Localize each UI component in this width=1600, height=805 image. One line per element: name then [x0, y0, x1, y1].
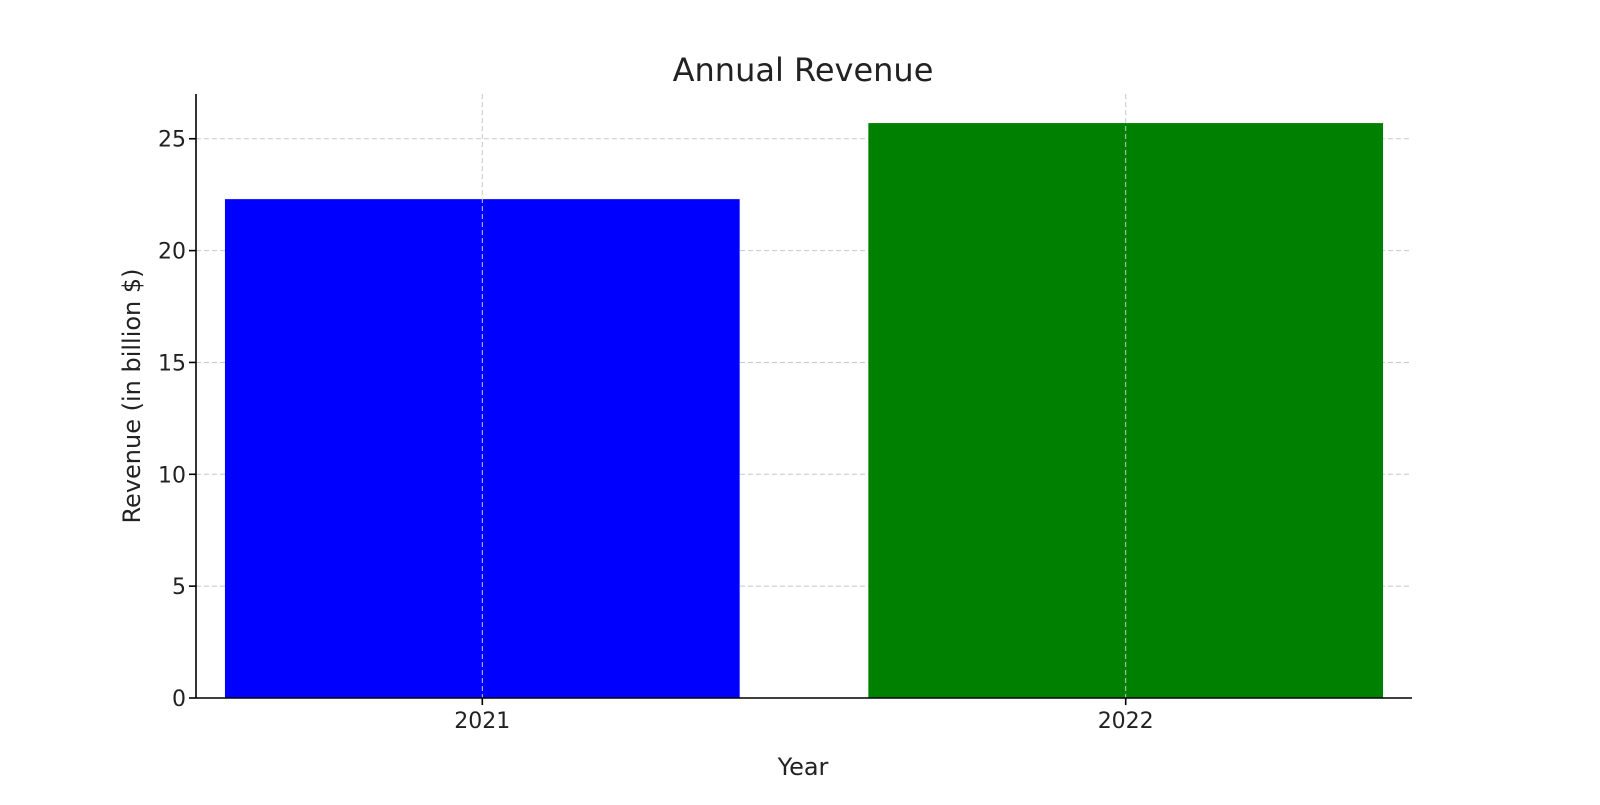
x-tick-label-2022: 2022 — [1098, 709, 1154, 734]
y-axis-label: Revenue (in billion $) — [118, 268, 146, 523]
y-tick-label-3: 15 — [158, 351, 186, 376]
axes-layer — [195, 94, 1412, 699]
x-axis-label: Year — [777, 753, 829, 781]
ticks-layer: 0 5 10 15 20 25 2021 2022 — [158, 128, 1154, 734]
chart-title: Annual Revenue — [673, 51, 934, 89]
y-tick-label-5: 25 — [158, 128, 186, 153]
y-tick-label-1: 5 — [172, 575, 186, 600]
x-tick-label-2021: 2021 — [454, 709, 510, 734]
y-tick-label-4: 20 — [158, 240, 186, 265]
y-tick-label-2: 10 — [158, 463, 186, 488]
y-tick-label-0: 0 — [172, 687, 186, 712]
bars-layer — [224, 94, 1384, 698]
